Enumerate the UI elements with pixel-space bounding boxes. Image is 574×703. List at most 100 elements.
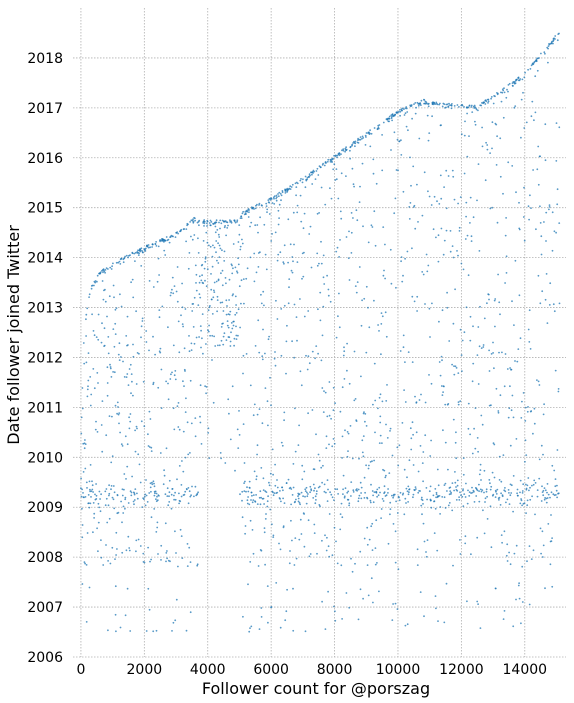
scatter-point	[239, 493, 241, 496]
scatter-point	[282, 525, 285, 527]
scatter-point	[532, 483, 535, 486]
scatter-point	[465, 201, 468, 204]
scatter-point	[372, 494, 374, 497]
scatter-point	[134, 429, 137, 432]
scatter-point	[394, 530, 397, 533]
scatter-point	[336, 488, 339, 491]
scatter-point	[384, 476, 387, 479]
scatter-point	[475, 495, 478, 497]
scatter-point	[104, 288, 106, 291]
scatter-point	[247, 490, 250, 493]
scatter-point	[549, 282, 552, 285]
scatter-point	[168, 491, 171, 494]
scatter-point	[344, 487, 347, 490]
scatter-point	[137, 538, 140, 541]
scatter-point	[322, 254, 325, 257]
scatter-point	[287, 261, 289, 264]
scatter-point	[548, 304, 551, 306]
scatter-point	[292, 486, 295, 489]
scatter-point	[491, 471, 494, 474]
scatter-point	[483, 469, 486, 472]
scatter-point	[474, 123, 477, 126]
scatter-point	[317, 352, 319, 355]
scatter-point	[110, 461, 113, 464]
scatter-point	[150, 558, 153, 561]
scatter-point	[104, 269, 107, 271]
scatter-point	[504, 234, 507, 237]
scatter-point	[176, 266, 179, 268]
scatter-point	[378, 330, 380, 332]
y-axis-ticks: 2006200720082009201020112012201320142015…	[27, 51, 63, 666]
scatter-point	[127, 535, 130, 538]
scatter-point	[128, 547, 131, 549]
scatter-point	[373, 299, 375, 302]
scatter-point	[449, 250, 452, 253]
scatter-point	[532, 63, 535, 66]
scatter-point	[97, 382, 99, 384]
scatter-point	[196, 564, 199, 567]
scatter-point	[541, 485, 543, 488]
scatter-point	[167, 398, 170, 401]
scatter-point	[257, 565, 260, 567]
scatter-point	[290, 503, 292, 506]
scatter-point	[275, 582, 278, 584]
scatter-point	[362, 137, 365, 139]
scatter-point	[381, 442, 383, 444]
scatter-point	[305, 502, 308, 505]
scatter-point	[228, 278, 231, 281]
scatter-point	[187, 453, 190, 456]
scatter-point	[112, 328, 115, 330]
scatter-point	[545, 273, 548, 275]
scatter-point	[361, 451, 364, 454]
scatter-point	[193, 296, 196, 299]
scatter-point	[383, 269, 385, 272]
scatter-point	[269, 508, 272, 511]
scatter-point	[332, 438, 335, 440]
scatter-point	[350, 212, 353, 214]
scatter-point	[131, 475, 134, 478]
scatter-point	[441, 359, 443, 362]
scatter-point	[117, 406, 119, 408]
scatter-point	[149, 418, 152, 420]
scatter-point	[175, 552, 177, 554]
scatter-point	[518, 79, 521, 82]
scatter-point	[273, 203, 276, 205]
scatter-point	[440, 227, 443, 230]
scatter-point	[202, 240, 205, 242]
scatter-point	[231, 327, 234, 330]
scatter-point	[361, 439, 364, 442]
scatter-point	[396, 446, 399, 449]
scatter-point	[231, 264, 233, 267]
scatter-point	[235, 304, 238, 306]
scatter-point	[288, 286, 290, 289]
scatter-point	[463, 106, 465, 108]
scatter-point	[124, 498, 127, 501]
scatter-point	[345, 236, 348, 238]
scatter-point	[505, 96, 508, 99]
scatter-point	[467, 274, 470, 277]
scatter-point	[227, 224, 229, 227]
scatter-point	[226, 227, 229, 229]
scatter-point	[472, 216, 475, 219]
scatter-point	[499, 394, 502, 397]
scatter-point	[365, 425, 368, 427]
scatter-point	[321, 481, 323, 484]
scatter-point	[378, 486, 381, 489]
scatter-point	[511, 165, 514, 167]
scatter-point	[474, 407, 477, 409]
scatter-point	[209, 245, 212, 248]
scatter-point	[527, 477, 530, 479]
scatter-point	[154, 243, 157, 246]
scatter-point	[259, 490, 262, 493]
scatter-point	[548, 206, 551, 208]
scatter-point	[194, 435, 197, 438]
scatter-point	[237, 263, 240, 266]
scatter-point	[342, 148, 345, 151]
scatter-point	[256, 224, 259, 226]
scatter-point	[430, 506, 433, 509]
scatter-point	[326, 479, 329, 481]
scatter-point	[198, 281, 201, 284]
scatter-point	[277, 253, 280, 256]
scatter-point	[200, 346, 202, 349]
scatter-point	[401, 109, 403, 112]
